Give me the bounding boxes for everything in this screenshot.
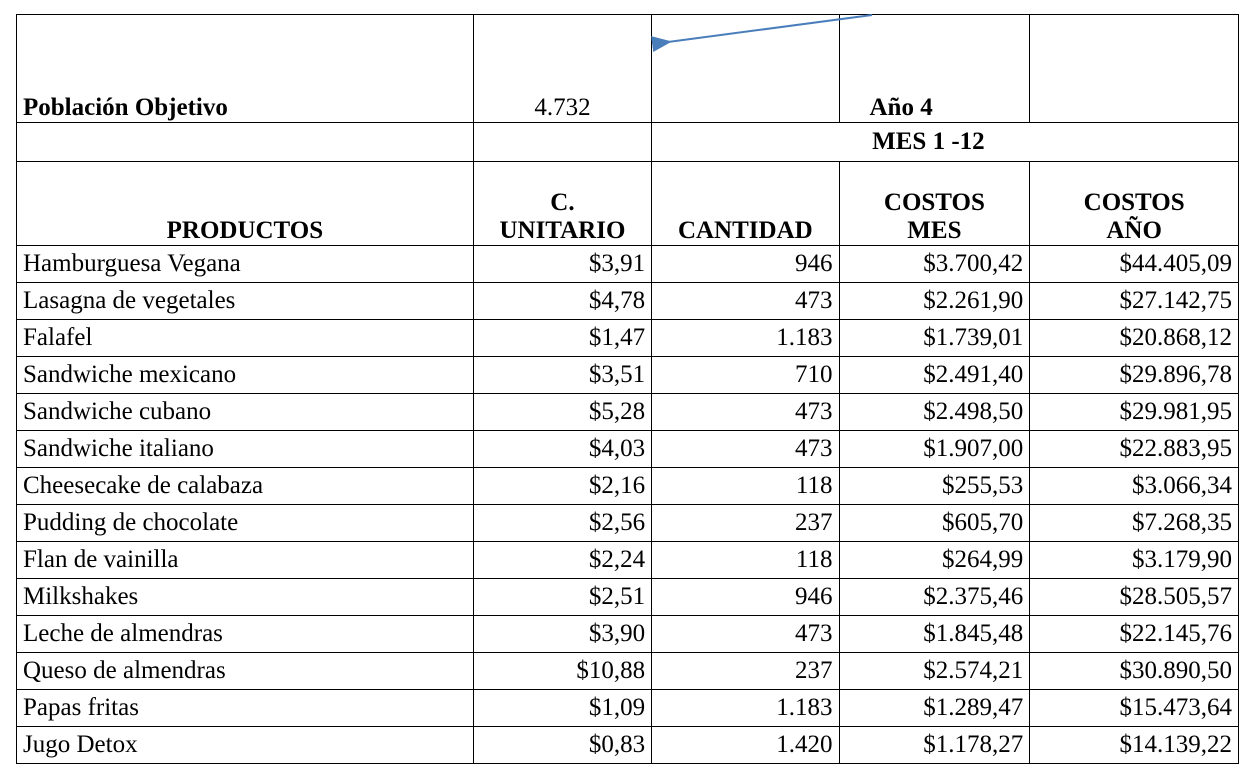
cell-value: $22.883,95: [1029, 430, 1239, 468]
table-row: Sandwiche italiano $4,03 473 $1.907,00 $22.8…: [16, 430, 1239, 468]
cell-value: $10,88: [472, 652, 653, 690]
population-label: Población Objetivo: [16, 14, 474, 123]
cell-value: $1.739,01: [838, 319, 1031, 357]
table-row: Jugo Detox $0,83 1.420 $1.178,27 $14.139,22: [16, 726, 1239, 764]
column-header-line: PRODUCTOS: [166, 217, 324, 244]
table-row: Flan de vainilla $2,24 118 $264,99 $3.179,90: [16, 541, 1239, 579]
empty-cell: [16, 122, 474, 162]
product-name: Falafel: [16, 319, 474, 357]
cell-value: $2.261,90: [838, 282, 1031, 320]
cell-value: $27.142,75: [1029, 282, 1239, 320]
cell-value: $2.375,46: [838, 578, 1031, 616]
product-name: Jugo Detox: [16, 726, 474, 764]
cell-value: $2,16: [472, 467, 653, 505]
product-name: Sandwiche mexicano: [16, 356, 474, 394]
cell-value: $7.268,35: [1029, 504, 1239, 542]
cell-value: $15.473,64: [1029, 689, 1239, 727]
cell-value: $4,78: [472, 282, 653, 320]
table-row: Queso de almendras $10,88 237 $2.574,21 $30.…: [16, 652, 1239, 690]
table-row: Sandwiche cubano $5,28 473 $2.498,50 $29.981…: [16, 393, 1239, 431]
product-name: Sandwiche italiano: [16, 430, 474, 468]
column-header-line: CANTIDAD: [677, 217, 813, 244]
cell-value: $3.179,90: [1029, 541, 1239, 579]
table-row: Lasagna de vegetales $4,78 473 $2.261,90 $27…: [16, 282, 1239, 320]
cell-value: $22.145,76: [1029, 615, 1239, 653]
cell-value: 1.183: [651, 319, 840, 357]
empty-cell: [1029, 14, 1239, 123]
cell-value: $1.845,48: [838, 615, 1031, 653]
cell-value: 473: [651, 615, 840, 653]
product-name: Sandwiche cubano: [16, 393, 474, 431]
period-label: MES 1 -12: [651, 122, 1239, 162]
cell-value: $605,70: [838, 504, 1031, 542]
cell-value: 946: [651, 578, 840, 616]
product-name: Flan de vainilla: [16, 541, 474, 579]
table-row: Sandwiche mexicano $3,51 710 $2.491,40 $29.8…: [16, 356, 1239, 394]
cost-table: Población Objetivo 4.732 Año 4 MES 1 -12…: [16, 14, 1239, 764]
cell-value: 473: [651, 282, 840, 320]
cell-value: $28.505,57: [1029, 578, 1239, 616]
table-row: Pudding de chocolate $2,56 237 $605,70 $7.26…: [16, 504, 1239, 542]
column-header-line: MES: [907, 217, 962, 244]
product-name: Lasagna de vegetales: [16, 282, 474, 320]
cell-value: 118: [651, 467, 840, 505]
column-header-line: COSTOS: [1083, 189, 1185, 216]
cell-value: $2.574,21: [838, 652, 1031, 690]
cell-value: $14.139,22: [1029, 726, 1239, 764]
table-row: Falafel $1,47 1.183 $1.739,01 $20.868,12: [16, 319, 1239, 357]
column-header-line: COSTOS: [883, 189, 985, 216]
cell-value: $255,53: [838, 467, 1031, 505]
population-value: 4.732: [472, 14, 653, 123]
cell-value: $3,90: [472, 615, 653, 653]
cell-value: 1.183: [651, 689, 840, 727]
cell-value: $1,47: [472, 319, 653, 357]
empty-cell: [472, 122, 653, 162]
cell-value: $2.498,50: [838, 393, 1031, 431]
cell-value: 473: [651, 393, 840, 431]
column-header-line: UNITARIO: [499, 217, 626, 244]
cell-value: $0,83: [472, 726, 653, 764]
cell-value: $2,24: [472, 541, 653, 579]
cell-value: 237: [651, 504, 840, 542]
column-header-line: C.: [550, 189, 575, 216]
cell-value: $2.491,40: [838, 356, 1031, 394]
product-name: Hamburguesa Vegana: [16, 245, 474, 283]
column-header-line: AÑO: [1106, 217, 1162, 244]
cell-value: $3.700,42: [838, 245, 1031, 283]
cell-value: $5,28: [472, 393, 653, 431]
cell-value: $4,03: [472, 430, 653, 468]
cell-value: 1.420: [651, 726, 840, 764]
cell-value: $3,51: [472, 356, 653, 394]
column-header: COSTOS AÑO: [1029, 161, 1239, 246]
cell-value: $1.907,00: [838, 430, 1031, 468]
cell-value: $2,56: [472, 504, 653, 542]
table-row: Hamburguesa Vegana $3,91 946 $3.700,42 $44.4…: [16, 245, 1239, 283]
cell-value: 946: [651, 245, 840, 283]
column-header: CANTIDAD: [651, 161, 840, 246]
cell-value: $1.178,27: [838, 726, 1031, 764]
cell-value: 710: [651, 356, 840, 394]
year-label: Año 4: [838, 14, 1031, 123]
column-header: C. UNITARIO: [472, 161, 653, 246]
table-row: Leche de almendras $3,90 473 $1.845,48 $22.1…: [16, 615, 1239, 653]
